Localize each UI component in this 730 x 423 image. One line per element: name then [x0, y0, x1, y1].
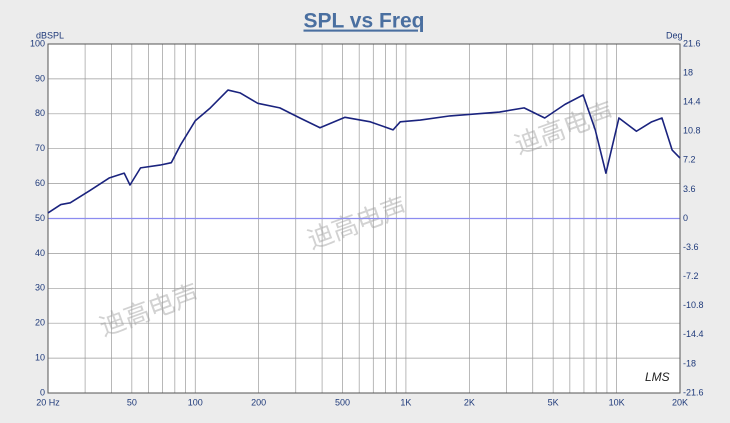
- x-tick-label: 200: [251, 397, 266, 407]
- x-tick-label: 500: [335, 397, 350, 407]
- y2-tick-label: 3.6: [683, 184, 696, 194]
- y-tick-label: 50: [35, 213, 45, 223]
- x-tick-label: 100: [188, 397, 203, 407]
- y-tick-label: 100: [30, 38, 45, 48]
- y-tick-label: 40: [35, 248, 45, 258]
- y2-tick-label: 10.8: [683, 126, 701, 136]
- y2-axis-label: Deg: [666, 30, 683, 40]
- y2-tick-label: -21.6: [683, 387, 704, 397]
- x-tick-label: 2K: [464, 397, 475, 407]
- chart-title: SPL vs Freq: [304, 10, 425, 33]
- y-tick-label: 30: [35, 283, 45, 293]
- y2-tick-label: -3.6: [683, 242, 699, 252]
- plot-border: [47, 43, 681, 394]
- y2-tick-label: -18: [683, 358, 696, 368]
- y-tick-label: 60: [35, 178, 45, 188]
- y2-tick-label: -10.8: [683, 300, 704, 310]
- x-tick-label: 10K: [609, 397, 625, 407]
- spl-line: [47, 89, 681, 214]
- y2-tick-label: -7.2: [683, 271, 699, 281]
- y2-tick-label: 14.4: [683, 97, 701, 107]
- y2-tick-label: 7.2: [683, 155, 696, 165]
- y-tick-label: 80: [35, 108, 45, 118]
- y-tick-label: 0: [40, 387, 45, 397]
- y-tick-label: 10: [35, 352, 45, 362]
- logo: LMS: [645, 370, 670, 384]
- y-tick-label: 70: [35, 143, 45, 153]
- x-tick-label: 1K: [400, 397, 411, 407]
- x-tick-label: 50: [127, 397, 137, 407]
- y-tick-label: 90: [35, 73, 45, 83]
- x-tick-label: 20 Hz: [36, 397, 60, 407]
- y2-tick-label: 0: [683, 213, 688, 223]
- x-tick-label: 20K: [672, 397, 688, 407]
- y2-tick-label: -14.4: [683, 329, 704, 339]
- y2-tick-label: 18: [683, 67, 693, 77]
- y2-tick-label: 21.6: [683, 38, 701, 48]
- y-tick-label: 20: [35, 318, 45, 328]
- y-axis-label: dBSPL: [36, 30, 64, 40]
- x-tick-label: 5K: [548, 397, 559, 407]
